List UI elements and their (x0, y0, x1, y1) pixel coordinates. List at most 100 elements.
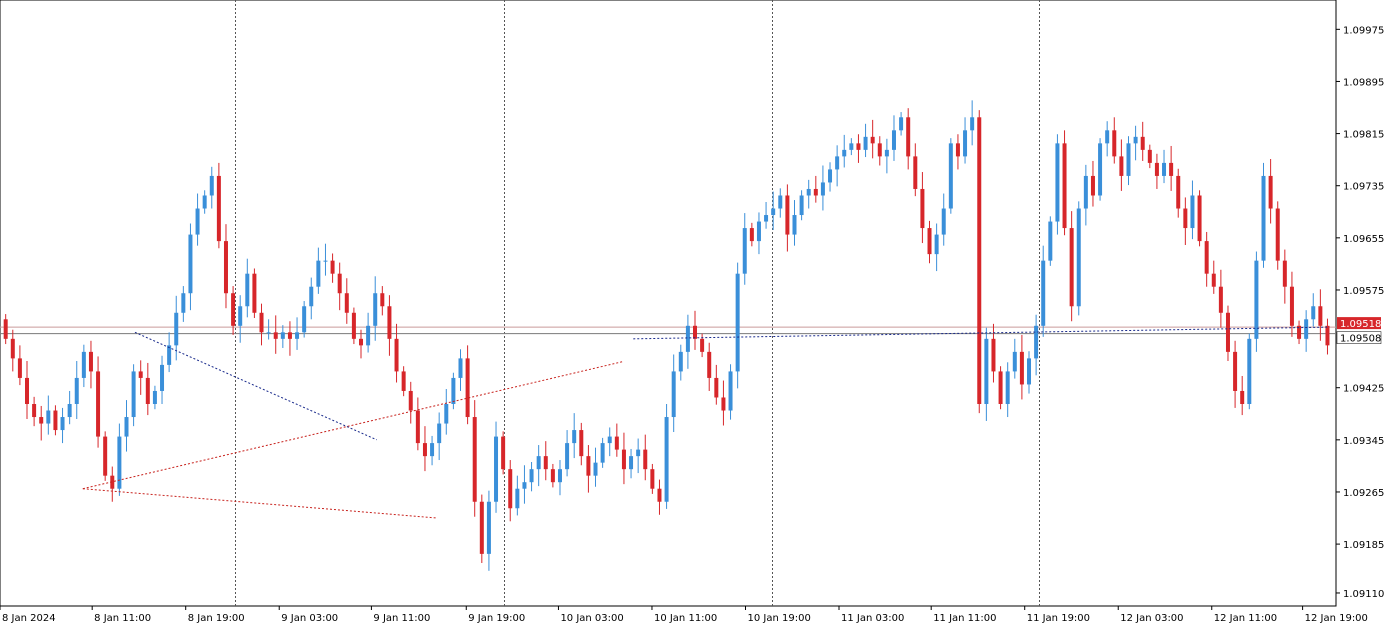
candle-body (415, 410, 420, 444)
x-tick-label: 12 Jan 19:00 (1305, 613, 1368, 624)
candle-body (401, 371, 406, 391)
candle-body (444, 404, 449, 424)
candle-body (828, 169, 833, 183)
candle-body (1133, 136, 1138, 144)
candle-body (856, 143, 861, 150)
y-tick-label: 1.09575 (1343, 286, 1384, 297)
candle-body (1098, 143, 1103, 196)
candle-body (934, 234, 939, 255)
candle-body (913, 156, 918, 189)
candle-body (96, 371, 101, 437)
candle-body (1197, 195, 1202, 242)
candle-body (764, 215, 769, 222)
candle-body (25, 377, 30, 404)
candle-body (835, 156, 840, 170)
candle-body (877, 143, 882, 157)
candle-body (1076, 208, 1081, 307)
x-tick-label: 9 Jan 11:00 (373, 613, 430, 624)
candle-body (700, 338, 705, 352)
overlay-lines (82, 326, 1330, 519)
candle-body (1041, 260, 1046, 326)
candle-body (152, 390, 157, 404)
x-tick-label: 8 Jan 2024 (2, 613, 56, 624)
candle-body (309, 286, 314, 307)
candle-body (1318, 306, 1323, 326)
candle-body (664, 417, 669, 502)
candle-body (984, 338, 989, 404)
x-tick-label: 12 Jan 03:00 (1120, 613, 1183, 624)
candle-body (1254, 260, 1259, 339)
candle-body (1112, 130, 1117, 157)
candle-body (359, 338, 364, 346)
candle-body (1140, 136, 1145, 150)
candle-body (557, 469, 562, 483)
candle-body (223, 241, 228, 294)
candle-body (1105, 130, 1110, 144)
candle-body (1183, 208, 1188, 229)
candle-body (273, 332, 278, 339)
y-tick-label: 1.09895 (1343, 77, 1384, 88)
x-tick-label: 12 Jan 11:00 (1214, 613, 1277, 624)
candle-body (899, 117, 904, 131)
candle-body (209, 175, 214, 196)
candle-body (863, 136, 868, 150)
candle-body (927, 228, 932, 255)
price-tag-bg (1336, 331, 1382, 344)
candle-body (643, 449, 648, 470)
candle-body (735, 273, 740, 372)
candle-body (842, 149, 847, 157)
current-price-tags: 1.09518 1.09508 (1336, 317, 1382, 345)
candle-body (543, 456, 548, 470)
candle-body (3, 319, 8, 339)
candle-body (394, 338, 399, 372)
trade-line-1 (82, 361, 623, 490)
candle-body (1083, 175, 1088, 209)
candle-body (742, 228, 747, 274)
candle-body (259, 312, 264, 333)
candle-body (756, 221, 761, 242)
candle-body (884, 149, 889, 157)
candle-body (10, 338, 15, 359)
price-lines (0, 326, 1336, 335)
candle-body (522, 482, 527, 489)
candle-body (479, 501, 484, 554)
candle-body (1218, 286, 1223, 313)
candle-body (88, 351, 93, 372)
candle-body (1090, 175, 1095, 196)
candle-body (74, 377, 79, 404)
candle-body (629, 456, 634, 470)
candle-body (728, 371, 733, 411)
candle-body (621, 449, 626, 470)
candle-body (181, 293, 186, 313)
x-tick-label: 11 Jan 03:00 (841, 613, 904, 624)
candle-body (32, 404, 37, 418)
candle-body (693, 325, 698, 339)
candle-body (671, 371, 676, 418)
candle-body (785, 195, 790, 235)
candle-body (1069, 228, 1074, 307)
candle-body (60, 417, 65, 431)
candle-body (799, 195, 804, 216)
candle-body (1240, 390, 1245, 404)
candle-body (1304, 319, 1309, 339)
candle-body (295, 332, 300, 339)
candle-body (586, 456, 591, 476)
candle-body (508, 469, 513, 509)
day-separators (235, 0, 1040, 606)
candle-body (749, 228, 754, 242)
candle-body (387, 306, 392, 339)
candle-body (806, 188, 811, 196)
candle-body (813, 188, 818, 196)
candle-body (977, 117, 982, 405)
candle-body (138, 371, 143, 378)
candle-body (337, 273, 342, 294)
candle-body (614, 436, 619, 450)
candle-body (1261, 175, 1266, 261)
candle-body (280, 332, 285, 339)
candle-body (501, 436, 506, 470)
candle-body (820, 182, 825, 196)
price-axis: 1.09975 1.09895 1.09815 1.09735 1.09655 1.095… (1336, 25, 1384, 600)
y-tick-label: 1.09185 (1343, 540, 1384, 551)
candle-body (81, 351, 86, 378)
